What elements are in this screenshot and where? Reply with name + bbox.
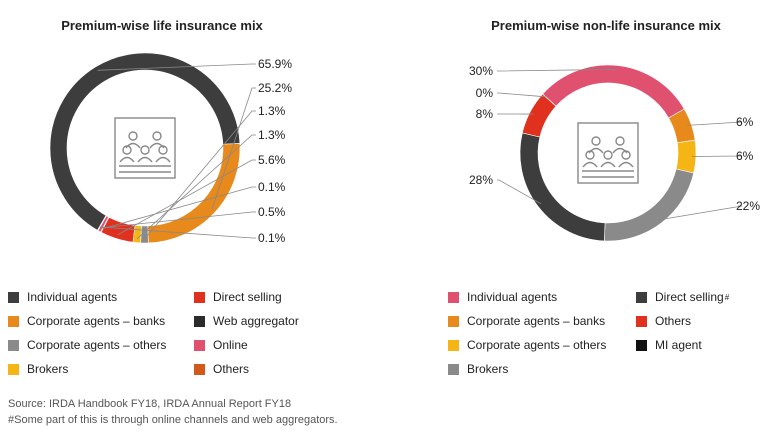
non-life-insurance-chart: Premium-wise non-life insurance mix 30% 6… (384, 0, 768, 280)
legend-label: Corporate agents – banks (27, 314, 166, 328)
data-label: 0.1% (258, 231, 286, 245)
legend-item: Others (636, 314, 691, 328)
data-label: 0% (476, 86, 494, 100)
legend-item: Individual agents (8, 290, 117, 304)
legend-item: Corporate agents – others (448, 338, 606, 352)
data-label: 6% (736, 149, 754, 163)
donut-slice-others (97, 215, 107, 231)
leader-line (144, 110, 256, 240)
leader-line (99, 226, 256, 239)
leader-line (97, 63, 256, 71)
source-note: Source: IRDA Handbook FY18, IRDA Annual … (8, 398, 292, 410)
data-label: 1.3% (258, 128, 286, 142)
legend-swatch (448, 315, 459, 327)
legend-swatch (8, 339, 19, 351)
legend-swatch (636, 339, 647, 351)
legend-swatch (194, 315, 205, 327)
leader-line (687, 121, 743, 126)
leader-line (117, 159, 256, 236)
chart-title: Premium-wise life insurance mix (61, 18, 263, 33)
legend-label: Corporate agents – others (27, 338, 167, 352)
data-label: 30% (469, 64, 493, 78)
legend-label: Individual agents (467, 290, 558, 304)
data-label: 65.9% (258, 57, 292, 71)
legend-swatch (8, 363, 19, 375)
legend-label: Brokers (467, 362, 509, 376)
legend-label: Direct selling (213, 290, 282, 304)
legend-label: Direct selling (655, 290, 724, 304)
non-life-legend: Individual agents Corporate agents – bank… (384, 0, 768, 432)
donut-slice-mi-agent (542, 93, 557, 107)
legend-label: Web aggregator (213, 314, 299, 328)
legend-swatch (194, 363, 205, 375)
non-life-donut-chart: 30% 6% 6% 22% 28% 8% 0% (469, 64, 760, 242)
legend-item: Corporate agents – banks (448, 314, 605, 328)
leader-line (497, 69, 617, 72)
legend-item: Brokers (448, 362, 508, 376)
legend-swatch (448, 363, 459, 375)
data-label: 6% (736, 115, 754, 129)
legend-item: Web aggregator (194, 314, 299, 328)
life-donut-chart: 65.9% 25.2% 1.3% 1.3% 5.6% 0.1% 0.5% 0.1% (49, 52, 292, 245)
legend-swatch (8, 291, 19, 303)
legend-swatch (636, 315, 647, 327)
legend-label: MI agent (655, 338, 702, 352)
life-legend: Individual agents Corporate agents – bank… (8, 290, 299, 376)
legend-label: Brokers (27, 362, 69, 376)
audience-seats-icon (114, 117, 176, 179)
legend-label: Corporate agents – others (467, 338, 607, 352)
leader-line (691, 155, 743, 157)
legend-label: Corporate agents – banks (467, 314, 606, 328)
legend-swatch (448, 291, 459, 303)
legend-item: Direct selling # (636, 290, 729, 304)
legend-swatch (448, 339, 459, 351)
data-label: 1.3% (258, 104, 286, 118)
leader-line (136, 134, 256, 239)
legend-label: Others (655, 314, 692, 328)
data-label: 25.2% (258, 81, 292, 95)
leader-line (101, 211, 256, 229)
footnote-marker: # (724, 292, 730, 302)
data-label: 0.5% (258, 205, 286, 219)
leader-line (497, 179, 542, 205)
data-label: 5.6% (258, 153, 286, 167)
leader-line (102, 186, 256, 229)
legend-item: Direct selling (194, 290, 282, 304)
leader-line (211, 87, 256, 210)
legend-label: Individual agents (27, 290, 118, 304)
legend-item: Others (194, 362, 249, 376)
life-insurance-chart: Premium-wise life insurance mix 65.9% 25.… (0, 0, 384, 280)
legend-swatch (194, 339, 205, 351)
legend-item: Brokers (8, 362, 68, 376)
chart-title: Premium-wise non-life insurance mix (491, 18, 721, 33)
legend-item: Online (194, 338, 248, 352)
legend-item: MI agent (636, 338, 702, 352)
leader-line (658, 205, 743, 221)
footnote: #Some part of this is through online cha… (8, 414, 338, 426)
data-label: 0.1% (258, 180, 286, 194)
legend-item: Corporate agents – others (8, 338, 166, 352)
legend-swatch (636, 291, 647, 303)
legend-item: Corporate agents – banks (8, 314, 165, 328)
legend-swatch (8, 315, 19, 327)
legend-label: Others (213, 362, 250, 376)
legend-label: Online (213, 338, 248, 352)
data-label: 22% (736, 199, 760, 213)
data-label: 8% (476, 107, 494, 121)
audience-seats-icon (577, 122, 639, 184)
data-label: 28% (469, 173, 493, 187)
legend-item: Individual agents (448, 290, 557, 304)
leader-line (497, 92, 546, 98)
donut-slice-individual-agents (49, 52, 241, 231)
legend-swatch (194, 291, 205, 303)
